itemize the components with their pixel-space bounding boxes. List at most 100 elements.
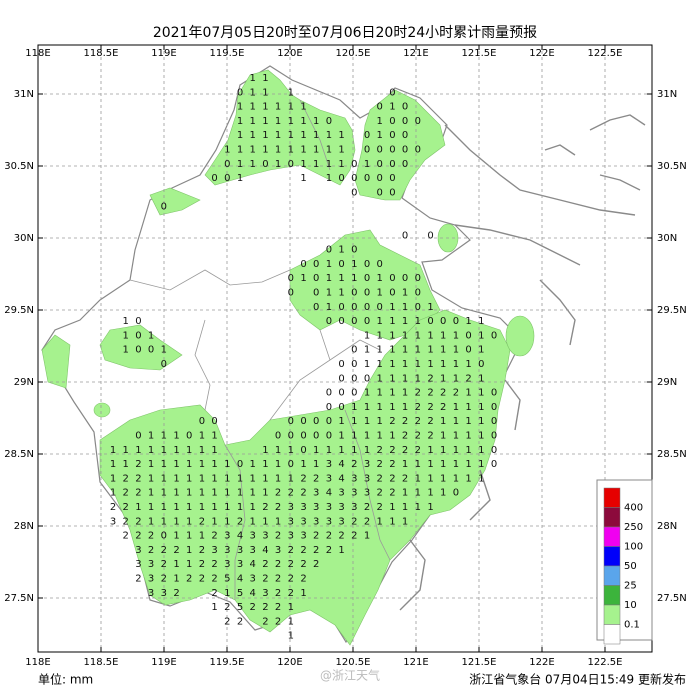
- rain-value: 2: [440, 388, 446, 399]
- rain-value: 0: [313, 273, 319, 284]
- rain-value: 1: [313, 459, 319, 470]
- rain-value: 0: [402, 130, 408, 141]
- rain-value: 1: [250, 102, 256, 113]
- rain-value: 2: [364, 516, 370, 527]
- rain-value: 1: [300, 116, 306, 127]
- rain-value: 1: [148, 488, 154, 499]
- rain-value: 0: [135, 431, 141, 442]
- rain-value: 3: [313, 502, 319, 513]
- rain-value: 1: [364, 431, 370, 442]
- rain-value: 0: [389, 116, 395, 127]
- rain-value: 3: [224, 559, 230, 570]
- rain-value: 1: [377, 345, 383, 356]
- rain-value: 0: [326, 416, 332, 427]
- rain-value: 1: [465, 402, 471, 413]
- rain-value: 1: [338, 245, 344, 256]
- rain-areas: [41, 69, 535, 646]
- rain-value: 1: [110, 473, 116, 484]
- rain-value: 2: [173, 545, 179, 556]
- rain-value: 1: [478, 388, 484, 399]
- rain-value: 2: [389, 473, 395, 484]
- rain-value: 1: [478, 431, 484, 442]
- rain-value: 1: [440, 416, 446, 427]
- rain-value: 2: [199, 559, 205, 570]
- rain-value: 1: [199, 531, 205, 542]
- rain-value: 1: [338, 130, 344, 141]
- lon-label: 119E: [151, 48, 176, 59]
- legend-swatch: [603, 624, 621, 645]
- rain-value: 2: [211, 531, 217, 542]
- rain-value: 1: [402, 388, 408, 399]
- rain-value: 1: [364, 359, 370, 370]
- rain-value: 1: [148, 330, 154, 341]
- rain-value: 1: [402, 402, 408, 413]
- rain-value: 1: [275, 145, 281, 156]
- rain-value: 1: [377, 402, 383, 413]
- rain-value: 0: [415, 145, 421, 156]
- rain-value: 1: [440, 345, 446, 356]
- lat-label: 30.5N: [657, 161, 687, 172]
- rain-value: 1: [250, 459, 256, 470]
- rain-value: 3: [351, 488, 357, 499]
- rain-value: 1: [453, 416, 459, 427]
- rain-value: 0: [427, 230, 433, 241]
- rain-value: 5: [224, 574, 230, 585]
- lon-label: 119.5E: [210, 657, 245, 668]
- rain-value: 1: [250, 73, 256, 84]
- rain-value: 1: [300, 588, 306, 599]
- rain-value: 1: [199, 502, 205, 513]
- rain-value: 1: [161, 488, 167, 499]
- rain-value: 1: [186, 559, 192, 570]
- rain-value: 2: [377, 473, 383, 484]
- issuer-label: 浙江省气象台 07月04日15:49 更新发布: [469, 672, 686, 687]
- rain-value: 4: [338, 473, 344, 484]
- rain-value: 1: [300, 273, 306, 284]
- lat-label: 28N: [657, 521, 677, 532]
- lon-label: 122E: [529, 48, 554, 59]
- rain-value: 1: [224, 588, 230, 599]
- rain-value: 1: [161, 516, 167, 527]
- rain-value: 1: [148, 473, 154, 484]
- rain-value: 1: [211, 431, 217, 442]
- rain-value: 2: [288, 574, 294, 585]
- rain-value: 2: [199, 516, 205, 527]
- rain-value: 1: [377, 373, 383, 384]
- rain-value: 3: [313, 516, 319, 527]
- rain-value: 0: [465, 330, 471, 341]
- rain-value: 2: [300, 473, 306, 484]
- rain-value: 3: [364, 473, 370, 484]
- rain-value: 1: [275, 445, 281, 456]
- rain-value: 1: [453, 373, 459, 384]
- rain-value: 0: [364, 316, 370, 327]
- rain-value: 1: [338, 445, 344, 456]
- rain-value: 0: [377, 173, 383, 184]
- rain-value: 1: [351, 445, 357, 456]
- rain-value: 1: [402, 516, 408, 527]
- rain-value: 1: [288, 616, 294, 627]
- rain-value: 1: [288, 145, 294, 156]
- rain-value: 1: [250, 488, 256, 499]
- rain-value: 1: [364, 402, 370, 413]
- lat-label: 30.5N: [4, 161, 34, 172]
- rain-value: 2: [351, 516, 357, 527]
- rain-value: 1: [250, 116, 256, 127]
- lat-label: 28N: [14, 521, 34, 532]
- rain-value: 0: [491, 459, 497, 470]
- rain-value: 1: [250, 87, 256, 98]
- rain-value: 0: [338, 316, 344, 327]
- rain-value: 1: [262, 145, 268, 156]
- rain-value: 3: [148, 559, 154, 570]
- rain-value: 2: [275, 502, 281, 513]
- rain-value: 1: [186, 473, 192, 484]
- rain-value: 0: [211, 173, 217, 184]
- rain-value: 1: [351, 259, 357, 270]
- rain-value: 2: [300, 488, 306, 499]
- rain-value: 2: [465, 373, 471, 384]
- rain-value: 0: [491, 402, 497, 413]
- rain-value: 1: [389, 388, 395, 399]
- legend-label: 0.1: [624, 620, 640, 631]
- rain-value: 1: [224, 516, 230, 527]
- rain-value: 1: [427, 445, 433, 456]
- legend-label: 100: [624, 542, 643, 553]
- rain-value: 1: [313, 445, 319, 456]
